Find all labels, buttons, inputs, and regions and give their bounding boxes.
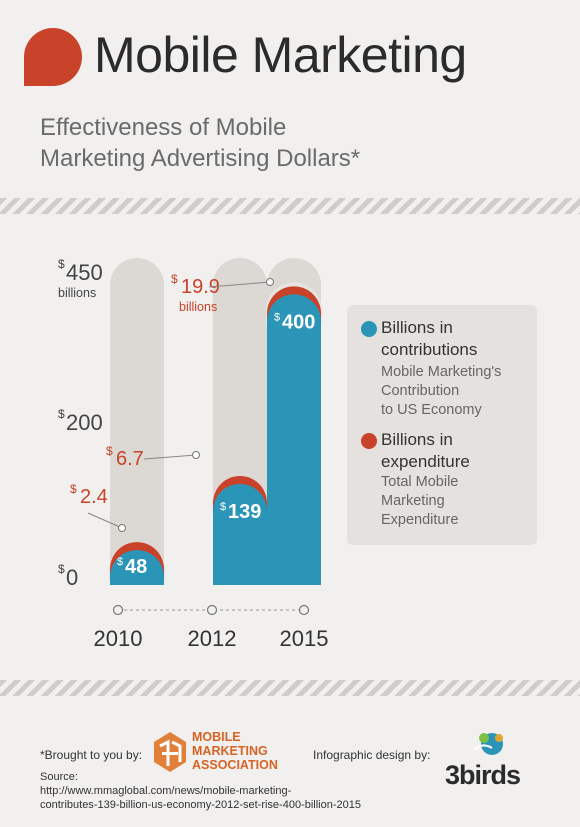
divider-stripe-top: [0, 198, 580, 214]
legend-title-line: Billions in: [381, 430, 453, 449]
designer-name: 3birds: [445, 760, 521, 790]
y-tick-label: 450: [66, 260, 103, 285]
exp-leader-line: [87, 512, 123, 529]
legend-contributions-desc: Mobile Marketing's Contribution to US Ec…: [381, 363, 531, 420]
exp-leader-dot: [192, 451, 200, 459]
y-tick-unit: billions: [58, 286, 96, 300]
exp-label-currency: $: [171, 272, 178, 286]
y-tick-currency: $: [58, 562, 65, 576]
mma-logo-text: MOBILE MARKETING ASSOCIATION: [192, 730, 302, 772]
x-tick-label: 2010: [94, 626, 143, 651]
legend-contributions-title: Billions in contributions: [381, 317, 531, 361]
y-tick-currency: $: [58, 407, 65, 421]
mma-text-line: MARKETING: [192, 744, 268, 758]
x-axis-dot: [206, 604, 218, 616]
title-logo-icon: [24, 28, 82, 86]
exp-leader-line: [208, 281, 271, 288]
mma-text-line: ASSOCIATION: [192, 758, 278, 772]
legend-title-line: contributions: [381, 340, 478, 359]
3birds-logo-icon: [473, 733, 503, 755]
y-tick-currency: $: [58, 257, 65, 271]
bar-contribution: [267, 294, 321, 585]
legend-desc-line: Contribution: [381, 383, 460, 399]
source-citation: Source: http://www.mmaglobal.com/news/mo…: [40, 770, 460, 812]
bar-label: 400: [282, 311, 315, 333]
x-axis-dot: [112, 604, 124, 616]
bar-label-currency: $: [274, 311, 280, 323]
legend-expenditure-title: Billions in expenditure: [381, 429, 531, 473]
subtitle-line-1: Effectiveness of Mobile: [40, 114, 287, 141]
bar-label: 48: [125, 556, 147, 578]
exp-label: 19.9: [181, 276, 220, 298]
exp-label: 6.7: [116, 448, 144, 470]
exp-leader-dot: [266, 278, 274, 286]
bar-label-currency: $: [117, 556, 123, 568]
legend-desc-line: Total Mobile: [381, 474, 459, 490]
source-url[interactable]: http://www.mmaglobal.com/news/mobile-mar…: [40, 785, 292, 797]
mma-logo-icon: [154, 732, 186, 772]
blue-dot-icon: [361, 321, 377, 337]
legend-desc-line: to US Economy: [381, 402, 482, 418]
exp-label-currency: $: [106, 444, 113, 458]
y-tick-label: 200: [66, 410, 103, 435]
exp-label-currency: $: [70, 482, 77, 496]
bar-label-currency: $: [220, 501, 226, 513]
legend-desc-line: Expenditure: [381, 512, 459, 528]
legend-title-line: expenditure: [381, 452, 470, 471]
x-axis-dot: [298, 604, 310, 616]
divider-stripe-bottom: [0, 680, 580, 696]
mma-text-line: MOBILE: [192, 730, 241, 744]
page-subtitle: Effectiveness of Mobile Marketing Advert…: [40, 112, 540, 174]
bar-contribution: [213, 483, 267, 585]
x-tick-label: 2015: [280, 626, 329, 651]
legend-expenditure-desc: Total Mobile Marketing Expenditure: [381, 473, 531, 530]
exp-unit: billions: [179, 300, 217, 314]
legend-title-line: Billions in: [381, 318, 453, 337]
bar-track: [110, 258, 164, 585]
legend: Billions in contributions Mobile Marketi…: [347, 305, 537, 545]
bar-label: 139: [228, 501, 261, 523]
design-by-label: Infographic design by:: [313, 748, 431, 762]
source-url[interactable]: contributes-139-billion-us-economy-2012-…: [40, 799, 361, 811]
y-tick-label: 0: [66, 565, 78, 590]
legend-desc-line: Marketing: [381, 493, 445, 509]
x-tick-label: 2012: [188, 626, 237, 651]
exp-leader-line: [143, 454, 197, 460]
subtitle-line-2: Marketing Advertising Dollars*: [40, 145, 361, 172]
bar-contribution: [110, 550, 164, 585]
legend-desc-line: Mobile Marketing's: [381, 364, 502, 380]
red-dot-icon: [361, 433, 377, 449]
brought-by-label: *Brought to you by:: [40, 748, 143, 762]
page-title: Mobile Marketing: [94, 27, 467, 83]
source-label: Source:: [40, 771, 78, 783]
exp-label: 2.4: [80, 486, 108, 508]
exp-leader-dot: [118, 524, 126, 532]
